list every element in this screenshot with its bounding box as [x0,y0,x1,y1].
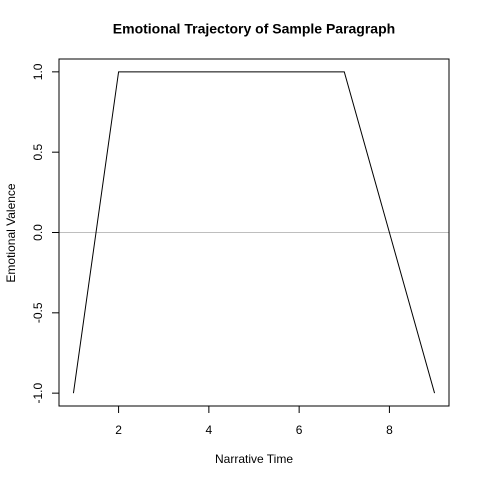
y-tick-label: 0.5 [31,144,45,161]
x-tick-label: 2 [115,423,122,437]
x-axis-title: Narrative Time [215,452,293,466]
data-line [72,71,436,394]
y-tick-label: 1.0 [31,63,45,80]
y-tick-label: -0.5 [31,302,45,323]
x-tick-label: 8 [386,423,393,437]
plot-frame [58,58,450,407]
x-tick-label: 6 [296,423,303,437]
x-tick-label: 4 [206,423,213,437]
y-tick-label: -1.0 [31,382,45,403]
chart-title: Emotional Trajectory of Sample Paragraph [113,21,395,37]
y-tick-label: 0.0 [31,224,45,241]
y-axis-title: Emotional Valence [4,183,18,282]
